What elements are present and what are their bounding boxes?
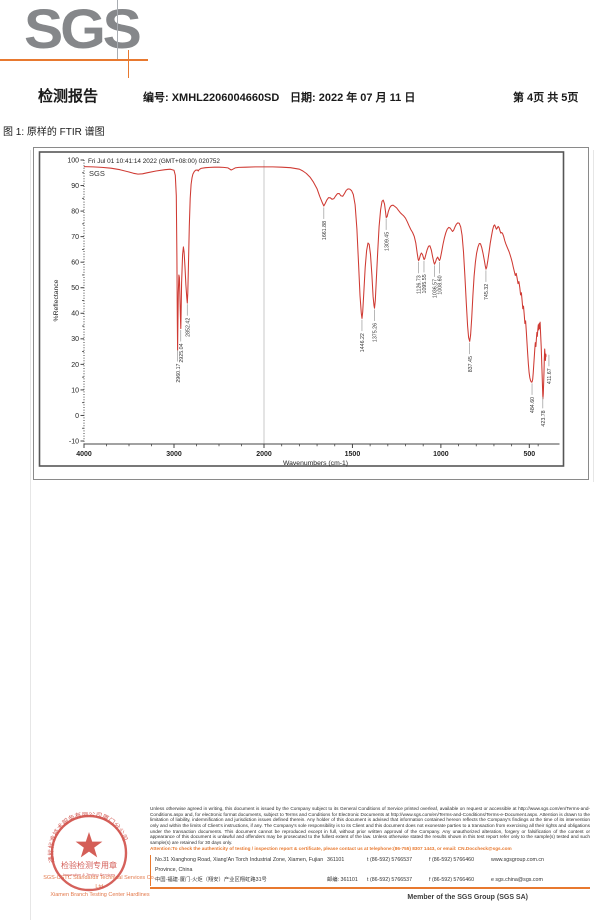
address-cn: 中国·福建·厦门·火炬（翔安）产业区翔虹路31号 bbox=[155, 877, 267, 884]
peak-label: 745.32 bbox=[484, 284, 490, 300]
address-block: No.31 Xianghong Road, Xiang'An Torch Ind… bbox=[150, 855, 590, 886]
peak-label: 484.60 bbox=[530, 397, 536, 413]
y-axis-title: %Reflectance bbox=[53, 279, 60, 321]
telephone-cn-row: t (86-592) 5766537 bbox=[367, 877, 413, 884]
peak-label: 1036.57 bbox=[433, 279, 439, 298]
y-tick-label: 40 bbox=[71, 311, 79, 318]
y-tick-label: 20 bbox=[71, 362, 79, 369]
address-en: No.31 Xianghong Road, Xiang'An Torch Ind… bbox=[155, 857, 324, 874]
inspection-stamp: 通标标准技术服务有限公司厦门分公司 检验检测专用章 Inspection & T… bbox=[47, 812, 129, 892]
peak-label: 1095.55 bbox=[422, 274, 428, 293]
y-tick-label: 100 bbox=[67, 157, 79, 164]
figure-caption: 图 1: 原样的 FTIR 谱图 bbox=[3, 127, 105, 138]
page-edge-right bbox=[593, 150, 594, 482]
letterhead-gray-rule bbox=[117, 0, 118, 59]
y-tick-label: 30 bbox=[71, 336, 79, 343]
fax: f (86-592) 5766460 bbox=[429, 857, 475, 864]
report-date: 日期: 2022 年 07 月 11 日 bbox=[290, 92, 416, 104]
chart-watermark: SGS bbox=[89, 169, 105, 178]
letterhead-orange-rule-vertical bbox=[128, 50, 129, 78]
y-tick-label: -10 bbox=[69, 438, 79, 445]
x-tick-label: 3000 bbox=[166, 451, 182, 458]
footer-orange-rule bbox=[150, 886, 590, 889]
peak-label: 2960.17 bbox=[176, 363, 182, 382]
peak-label: 837.45 bbox=[468, 356, 474, 372]
peak-label: 2925.04 bbox=[179, 343, 185, 362]
peak-label: 423.78 bbox=[541, 410, 547, 426]
postcode-cn: 邮编: 361101 bbox=[327, 877, 358, 884]
telephone: t (86-592) 5766537 bbox=[367, 857, 413, 864]
report-title: 检测报告 bbox=[38, 88, 99, 105]
company-branch-en: Xiamen Branch Testing Center Hardlines bbox=[50, 892, 150, 899]
address-row-cn: 中国·福建·厦门·火炬（翔安）产业区翔虹路31号 邮编: 361101 t (8… bbox=[155, 875, 590, 885]
postcode-en: 361101 bbox=[327, 857, 345, 864]
peak-label: 1309.45 bbox=[384, 232, 390, 251]
email: e sgs.china@sgs.com bbox=[491, 877, 543, 884]
footer-legal-block: Unless otherwise agreed in writing, this… bbox=[150, 806, 590, 901]
figure-border bbox=[38, 151, 565, 467]
x-tick-label: 500 bbox=[523, 451, 535, 458]
attention-text: Attention:To check the authenticity of t… bbox=[150, 846, 512, 852]
peak-label: 1008.60 bbox=[438, 275, 444, 294]
x-tick-label: 1000 bbox=[433, 451, 449, 458]
peak-label: 2852.42 bbox=[185, 318, 191, 337]
address-row-en: No.31 Xianghong Road, Xiang'An Torch Ind… bbox=[155, 855, 590, 875]
spectrum-line bbox=[83, 166, 547, 400]
x-axis-title: Wavenumbers (cm-1) bbox=[283, 460, 348, 467]
report-page-indicator: 第 4页 共 5页 bbox=[513, 92, 579, 104]
peak-label: 1375.26 bbox=[373, 323, 379, 342]
letterhead-orange-rule-horizontal bbox=[0, 59, 148, 61]
x-tick-label: 2000 bbox=[256, 451, 272, 458]
peak-label: 1126.73 bbox=[417, 275, 423, 294]
website: www.sgsgroup.com.cn bbox=[491, 857, 544, 864]
y-tick-label: 90 bbox=[71, 183, 79, 190]
stamp-line1: 检验检测专用章 bbox=[61, 860, 117, 870]
report-number: 编号: XMHL2206004660SD bbox=[143, 92, 280, 104]
y-tick-label: 80 bbox=[71, 208, 79, 215]
sgs-membership-line: Member of the SGS Group (SGS SA) bbox=[407, 893, 528, 901]
y-tick-label: 60 bbox=[71, 260, 79, 267]
y-tick-label: 70 bbox=[71, 234, 79, 241]
chart-timestamp: Fri Jul 01 10:41:14 2022 (GMT+08:00) 020… bbox=[88, 158, 220, 165]
peak-label: 411.67 bbox=[547, 368, 553, 384]
disclaimer-text: Unless otherwise agreed in writing, this… bbox=[150, 806, 590, 845]
page-edge-left bbox=[30, 150, 31, 920]
stamp-line2: Inspection & Testing Services bbox=[63, 872, 115, 877]
x-tick-label: 4000 bbox=[76, 451, 92, 458]
y-tick-label: 50 bbox=[71, 285, 79, 292]
x-tick-label: 1500 bbox=[345, 451, 361, 458]
y-tick-label: 0 bbox=[75, 413, 79, 420]
stamp-star-icon bbox=[75, 832, 103, 858]
sgs-logo: SGS bbox=[24, 0, 142, 60]
company-name-lines: SGS-CSTC Standards Technical Services Co… bbox=[38, 874, 162, 900]
company-name-en: SGS-CSTC Standards Technical Services Co… bbox=[43, 875, 157, 890]
fax-cn-row: f (86-592) 5766460 bbox=[429, 877, 475, 884]
stamp-circle bbox=[50, 814, 128, 892]
y-tick-label: 10 bbox=[71, 387, 79, 394]
peak-label: 1446.22 bbox=[360, 333, 366, 352]
peak-label: 1661.88 bbox=[322, 221, 328, 240]
ftir-figure: 100 90 80 70 60 50 40 30 20 10 0 -10 4000 3000 2000 150… bbox=[33, 147, 589, 480]
